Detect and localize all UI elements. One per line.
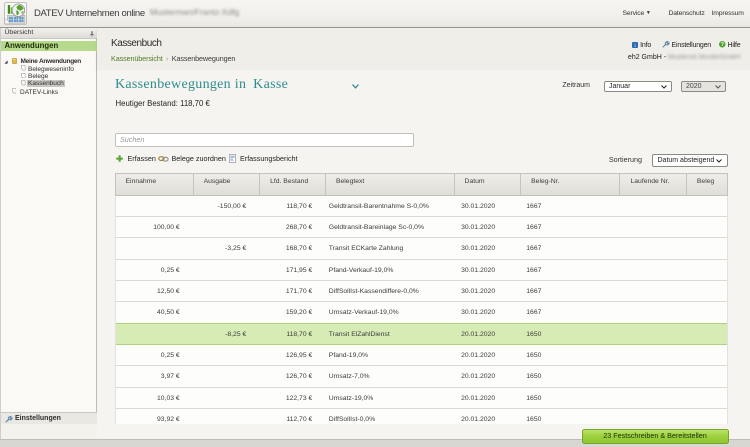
- svg-text:i: i: [635, 43, 637, 47]
- svg-text:?: ?: [721, 42, 724, 48]
